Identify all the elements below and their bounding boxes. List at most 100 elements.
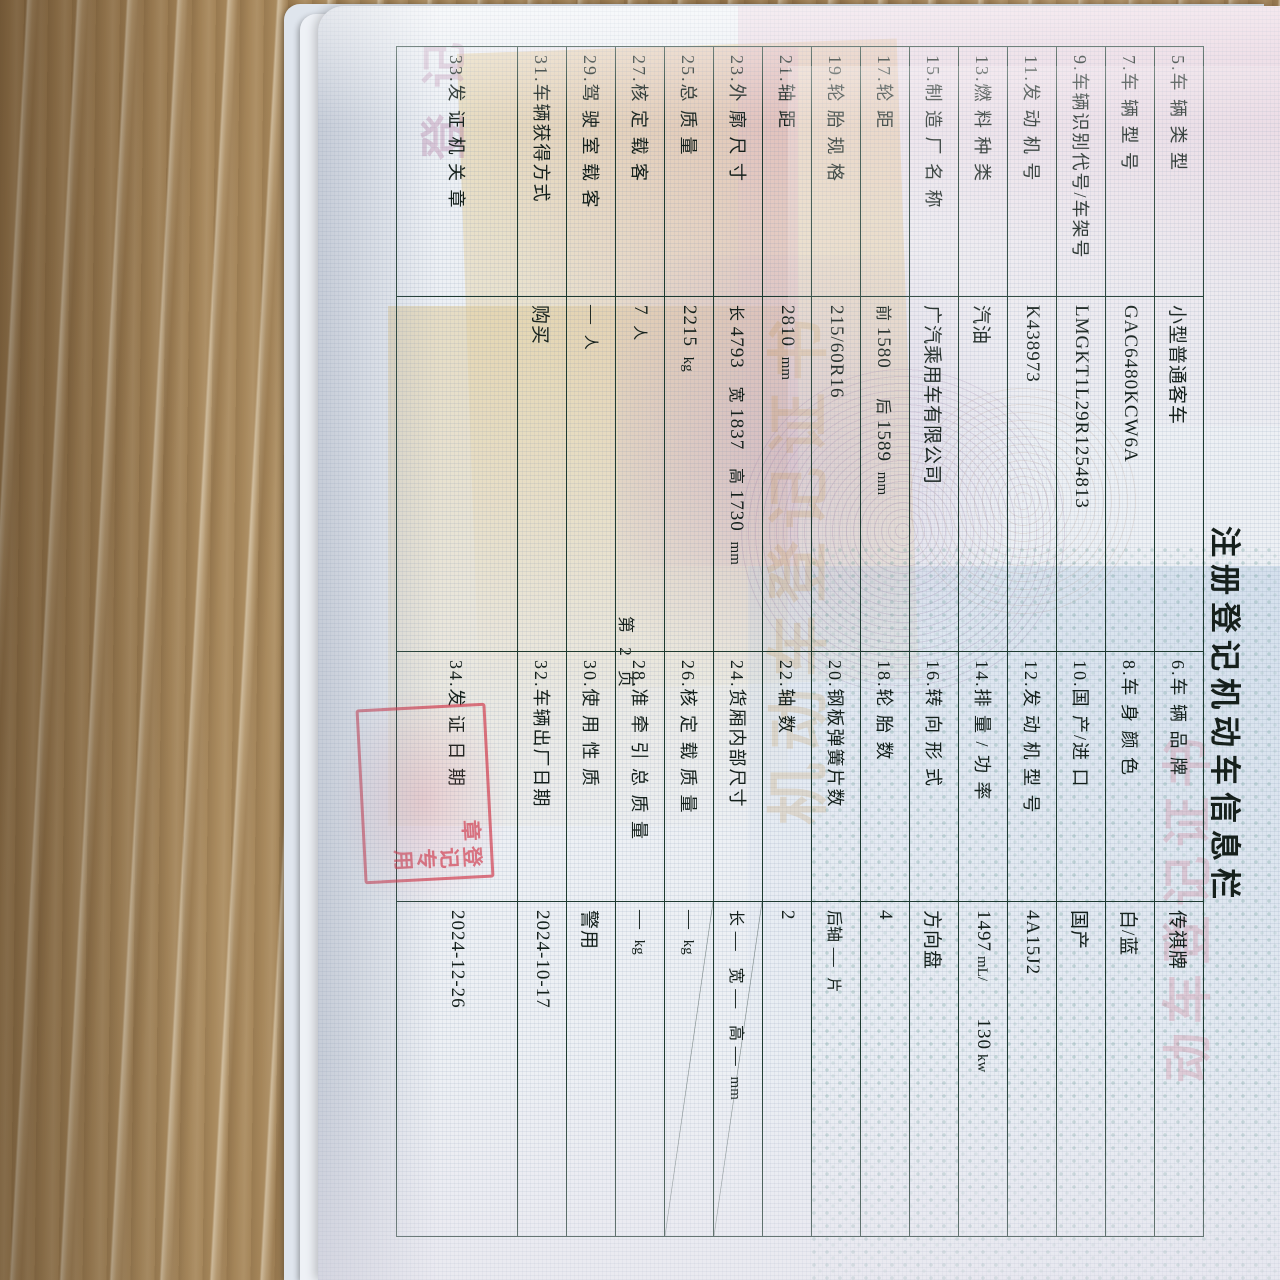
cab-passengers-value: — xyxy=(581,305,602,325)
value-rated-load-mass: — kg xyxy=(664,901,714,1237)
value-towing-mass: — kg xyxy=(615,901,665,1237)
label-leaf-spring-count: 20.钢板弹簧片数 xyxy=(811,651,861,902)
value-cargo-box-dimensions: 长 — 宽 — 高 — mm xyxy=(713,901,763,1237)
cargo-length-value: — xyxy=(726,931,748,952)
table-row: 27.核 定 载 客 7 人 28.准 牵 引 总 质 量 — kg xyxy=(615,46,665,1237)
label-displacement-power: 14.排 量 / 功 率 xyxy=(958,651,1008,902)
overall-height-label: 高 xyxy=(727,468,745,485)
label-track-width: 17.轮 距 xyxy=(860,46,910,297)
leaf-spring-value: — xyxy=(824,947,846,968)
value-vehicle-type: 小型普通客车 xyxy=(1154,296,1204,652)
value-engine-model: 4A15J2 xyxy=(1007,901,1057,1237)
label-domestic-import: 10.国 产/进 口 xyxy=(1056,651,1106,902)
gross-mass-unit: kg xyxy=(680,356,696,372)
label-vehicle-type: 5.车 辆 类 型 xyxy=(1154,46,1204,297)
rated-passengers-value: 7 xyxy=(630,305,651,316)
label-manufacturer: 15.制 造 厂 名 称 xyxy=(909,46,959,297)
value-track-width: 前 1580 后 1589 mm xyxy=(860,296,910,652)
value-vin: LMGKT1L29R1254813 xyxy=(1056,296,1106,652)
value-manufacturer: 广汽乘用车有限公司 xyxy=(909,296,959,652)
label-vin: 9.车辆识别代号/车架号 xyxy=(1056,46,1106,297)
towing-mass-value: — xyxy=(630,910,651,930)
label-rated-passengers: 27.核 定 载 客 xyxy=(615,46,665,297)
value-body-color: 白/蓝 xyxy=(1105,901,1155,1237)
table-row: 15.制 造 厂 名 称 广汽乘用车有限公司 16.转 向 形 式 方向盘 xyxy=(909,46,959,1237)
label-acquisition-method: 31.车辆获得方式 xyxy=(517,46,567,297)
leaf-spring-axle-label: 后轴 xyxy=(825,910,843,943)
table-row: 33.发 证 机 关 章 34.发 证 日 期 2024-12-26 xyxy=(396,46,518,1237)
table-row: 11.发 动 机 号 K438973 12.发 动 机 型 号 4A15J2 xyxy=(1007,46,1057,1237)
table-row: 19.轮 胎 规 格 215/60R16 20.钢板弹簧片数 后轴 — 片 xyxy=(811,46,861,1237)
label-issuing-authority-seal: 33.发 证 机 关 章 xyxy=(396,46,518,297)
table-row: 29.驾 驶 室 载 客 — 人 30.使 用 性 质 警用 xyxy=(566,46,616,1237)
label-vehicle-model: 7.车 辆 型 号 xyxy=(1105,46,1155,297)
value-acquisition-method: 购买 xyxy=(517,296,567,652)
cargo-height-value: — xyxy=(726,1046,748,1067)
label-vehicle-brand: 6.车 辆 品 牌 xyxy=(1154,651,1204,902)
cargo-width-label: 宽 xyxy=(727,967,745,984)
table-row: 23.外 廓 尺 寸 长 4793 宽 1837 高 1730 mm 24.货厢… xyxy=(713,46,763,1237)
label-tire-count: 18.轮 胎 数 xyxy=(860,651,910,902)
value-leaf-spring-count: 后轴 — 片 xyxy=(811,901,861,1237)
value-vehicle-brand: 传祺牌 xyxy=(1154,901,1204,1237)
table-row: 7.车 辆 型 号 GAC6480KCW6A 8.车 身 颜 色 白/蓝 xyxy=(1105,46,1155,1237)
cab-passengers-unit: 人 xyxy=(582,334,598,350)
label-rated-load-mass: 26.核 定 载 质 量 xyxy=(664,651,714,902)
track-width-text: 17.轮 距 xyxy=(874,55,894,130)
wheelbase-value: 2810 xyxy=(777,305,798,347)
table-row: 9.车辆识别代号/车架号 LMGKT1L29R1254813 10.国 产/进 … xyxy=(1056,46,1106,1237)
rotated-document-layer: 注册登记机动车信息栏 第 2 页 5.车 辆 类 型 小型普通客车 6.车 辆 … xyxy=(318,6,1280,1280)
label-manufacture-date: 32.车辆出厂日期 xyxy=(517,651,567,902)
label-issue-date: 34.发 证 日 期 xyxy=(396,651,518,902)
desk-shadow xyxy=(0,0,300,1280)
table-row: 17.轮 距 前 1580 后 1589 mm 18.轮 胎 数 4 xyxy=(860,46,910,1237)
table-row: 21.轴 距 2810 mm 22.轴 数 2 xyxy=(762,46,812,1237)
gross-mass-value: 2215 xyxy=(679,305,700,347)
value-tire-spec: 215/60R16 xyxy=(811,296,861,652)
value-issuing-authority-seal xyxy=(396,296,518,652)
value-issue-date: 2024-12-26 xyxy=(396,901,518,1237)
track-unit: mm xyxy=(874,471,891,496)
leaf-spring-unit: 片 xyxy=(825,977,842,993)
value-vehicle-model: GAC6480KCW6A xyxy=(1105,296,1155,652)
label-gross-mass: 25.总 质 量 xyxy=(664,46,714,297)
vehicle-info-table: 5.车 辆 类 型 小型普通客车 6.车 辆 品 牌 传祺牌 7.车 辆 型 号… xyxy=(396,46,1204,1237)
label-body-color: 8.车 身 颜 色 xyxy=(1105,651,1155,902)
overall-height-value: 1730 xyxy=(726,489,748,532)
label-overall-dimensions: 23.外 廓 尺 寸 xyxy=(713,46,763,297)
cargo-dimensions-unit: mm xyxy=(727,1076,744,1100)
value-rated-passengers: 7 人 xyxy=(615,296,665,652)
track-front-label: 前 xyxy=(874,305,892,322)
value-usage-nature: 警用 xyxy=(566,901,616,1237)
table-row: 13.燃 料 种 类 汽油 14.排 量 / 功 率 1497 mL/ 130 kw xyxy=(958,46,1008,1237)
label-towing-mass: 28.准 牵 引 总 质 量 xyxy=(615,651,665,902)
label-engine-model: 12.发 动 机 型 号 xyxy=(1007,651,1057,902)
value-manufacture-date: 2024-10-17 xyxy=(517,901,567,1237)
value-fuel-type: 汽油 xyxy=(958,296,1008,652)
cargo-width-value: — xyxy=(726,989,748,1010)
power-value: 130 xyxy=(973,1018,994,1051)
label-tire-spec: 19.轮 胎 规 格 xyxy=(811,46,861,297)
label-axle-count: 22.轴 数 xyxy=(762,651,812,902)
label-fuel-type: 13.燃 料 种 类 xyxy=(958,46,1008,297)
wheelbase-unit: mm xyxy=(778,356,794,381)
table-row: 31.车辆获得方式 购买 32.车辆出厂日期 2024-10-17 xyxy=(517,46,567,1237)
label-steering-type: 16.转 向 形 式 xyxy=(909,651,959,902)
value-overall-dimensions: 长 4793 宽 1837 高 1730 mm xyxy=(713,296,763,652)
rated-passengers-unit: 人 xyxy=(631,325,647,341)
value-domestic-import: 国产 xyxy=(1056,901,1106,1237)
track-front-value: 1580 xyxy=(873,326,895,369)
power-unit: kw xyxy=(974,1054,990,1073)
table-row: 25.总 质 量 2215 kg 26.核 定 载 质 量 — kg xyxy=(664,46,714,1237)
label-cab-passengers: 29.驾 驶 室 载 客 xyxy=(566,46,616,297)
cargo-length-label: 长 xyxy=(727,910,745,927)
value-steering-type: 方向盘 xyxy=(909,901,959,1237)
value-engine-number: K438973 xyxy=(1007,296,1057,652)
towing-mass-unit: kg xyxy=(631,939,647,955)
rated-load-mass-unit: kg xyxy=(680,939,696,955)
overall-dimensions-unit: mm xyxy=(727,541,744,565)
label-wheelbase: 21.轴 距 xyxy=(762,46,812,297)
value-tire-count: 4 xyxy=(860,901,910,1237)
value-cab-passengers: — 人 xyxy=(566,296,616,652)
value-gross-mass: 2215 kg xyxy=(664,296,714,652)
